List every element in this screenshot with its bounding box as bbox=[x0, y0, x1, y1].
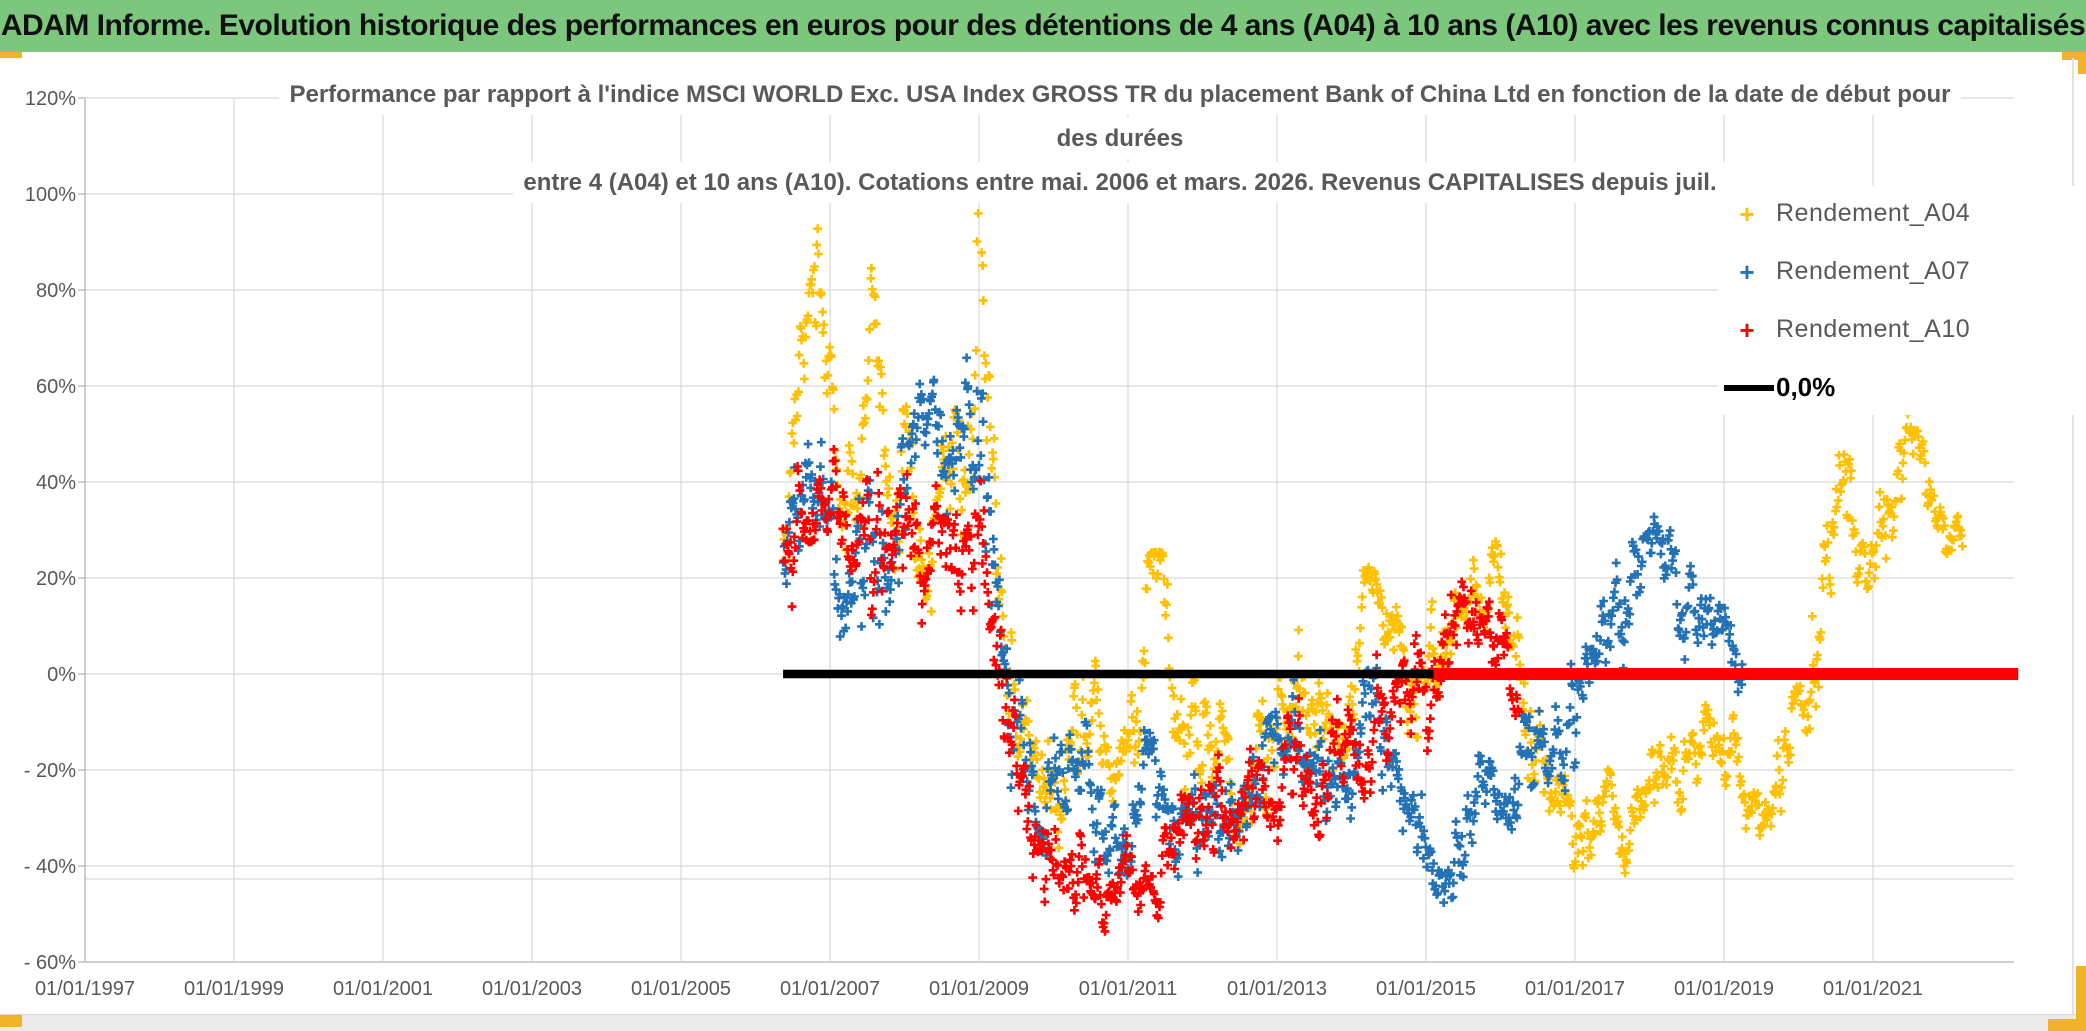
chart-title-line-3: entre 4 (A04) et 10 ans (A10). Cotations… bbox=[513, 162, 1727, 203]
report-banner: ADAM Informe. Evolution historique des p… bbox=[0, 0, 2086, 52]
x-tick-label: 01/01/2021 bbox=[1823, 978, 1923, 1000]
y-tick-label: - 40% bbox=[24, 856, 76, 878]
plus-marker-icon: + bbox=[1739, 256, 1755, 287]
chart-title-line-1: Performance par rapport à l'indice MSCI … bbox=[279, 74, 1961, 115]
legend-item-rendement-a07[interactable]: + Rendement_A07 bbox=[1718, 248, 2074, 295]
plus-marker-icon: + bbox=[1739, 314, 1755, 345]
y-tick-label: 60% bbox=[36, 376, 76, 398]
scatter-rendement_a10[interactable] bbox=[778, 445, 1524, 936]
x-tick-label: 01/01/2009 bbox=[929, 978, 1029, 1000]
y-tick-label: 20% bbox=[36, 568, 76, 590]
report-banner-title: ADAM Informe. Evolution historique des p… bbox=[0, 9, 2086, 42]
axis-lines bbox=[78, 97, 86, 963]
x-tick-label: 01/01/2007 bbox=[780, 978, 880, 1000]
chart-frame-border bbox=[2072, 58, 2074, 1014]
gold-handle-bottom-right bbox=[2048, 1019, 2086, 1031]
zero-line-swatch bbox=[1724, 384, 1774, 391]
legend-label: 0,0% bbox=[1776, 372, 1836, 402]
y-tick-label: 40% bbox=[36, 472, 76, 494]
x-tick-label: 01/01/2005 bbox=[631, 978, 731, 1000]
x-tick-label: 01/01/2013 bbox=[1227, 978, 1327, 1000]
x-tick-label: 01/01/2011 bbox=[1079, 978, 1178, 1000]
legend-item-rendement-a10[interactable]: + Rendement_A10 bbox=[1718, 306, 2074, 353]
y-tick-label: - 60% bbox=[24, 952, 76, 974]
chart-title-line-2: des durées bbox=[1046, 118, 1194, 159]
x-tick-label: 01/01/2015 bbox=[1376, 978, 1476, 1000]
x-tick-label: 01/01/2001 bbox=[333, 978, 433, 1000]
axis-labels: 120% 100% 80% 60% 40% 20% 0% - 20% - 40% - 60% 01/… bbox=[24, 88, 1923, 1000]
plus-marker-icon: + bbox=[1739, 198, 1755, 229]
scatter-series bbox=[778, 180, 1967, 936]
x-tick-label: 01/01/2019 bbox=[1674, 978, 1774, 1000]
x-tick-label: 01/01/1997 bbox=[35, 978, 135, 1000]
x-tick-label: 01/01/2017 bbox=[1525, 978, 1625, 1000]
x-tick-label: 01/01/1999 bbox=[184, 978, 284, 1000]
gold-handle-top-left bbox=[0, 52, 22, 58]
gold-handle-bottom-left bbox=[0, 1015, 22, 1027]
legend-item-rendement-a04[interactable]: + Rendement_A04 bbox=[1718, 190, 2074, 237]
gold-handle-top-right-edge bbox=[2078, 52, 2086, 74]
y-tick-label: 0% bbox=[47, 664, 76, 686]
legend-label: Rendement_A07 bbox=[1776, 257, 1971, 285]
chart-legend: + Rendement_A04 + Rendement_A07 + Rendem… bbox=[1718, 186, 2074, 415]
gold-handle-top-right bbox=[2062, 52, 2086, 60]
legend-label: Rendement_A10 bbox=[1776, 315, 1971, 343]
gold-handle-right-bottom bbox=[2076, 966, 2086, 1031]
legend-label: Rendement_A04 bbox=[1776, 199, 1971, 227]
legend-item-zero-line[interactable]: 0,0% bbox=[1718, 364, 2074, 411]
chart-title: Performance par rapport à l'indice MSCI … bbox=[160, 74, 2080, 206]
y-tick-label: 100% bbox=[25, 184, 76, 206]
bottom-frame-bar bbox=[0, 1014, 2086, 1031]
y-tick-label: - 20% bbox=[24, 760, 76, 782]
y-tick-label: 80% bbox=[36, 280, 76, 302]
y-tick-label: 120% bbox=[25, 88, 76, 110]
x-tick-label: 01/01/2003 bbox=[482, 978, 582, 1000]
